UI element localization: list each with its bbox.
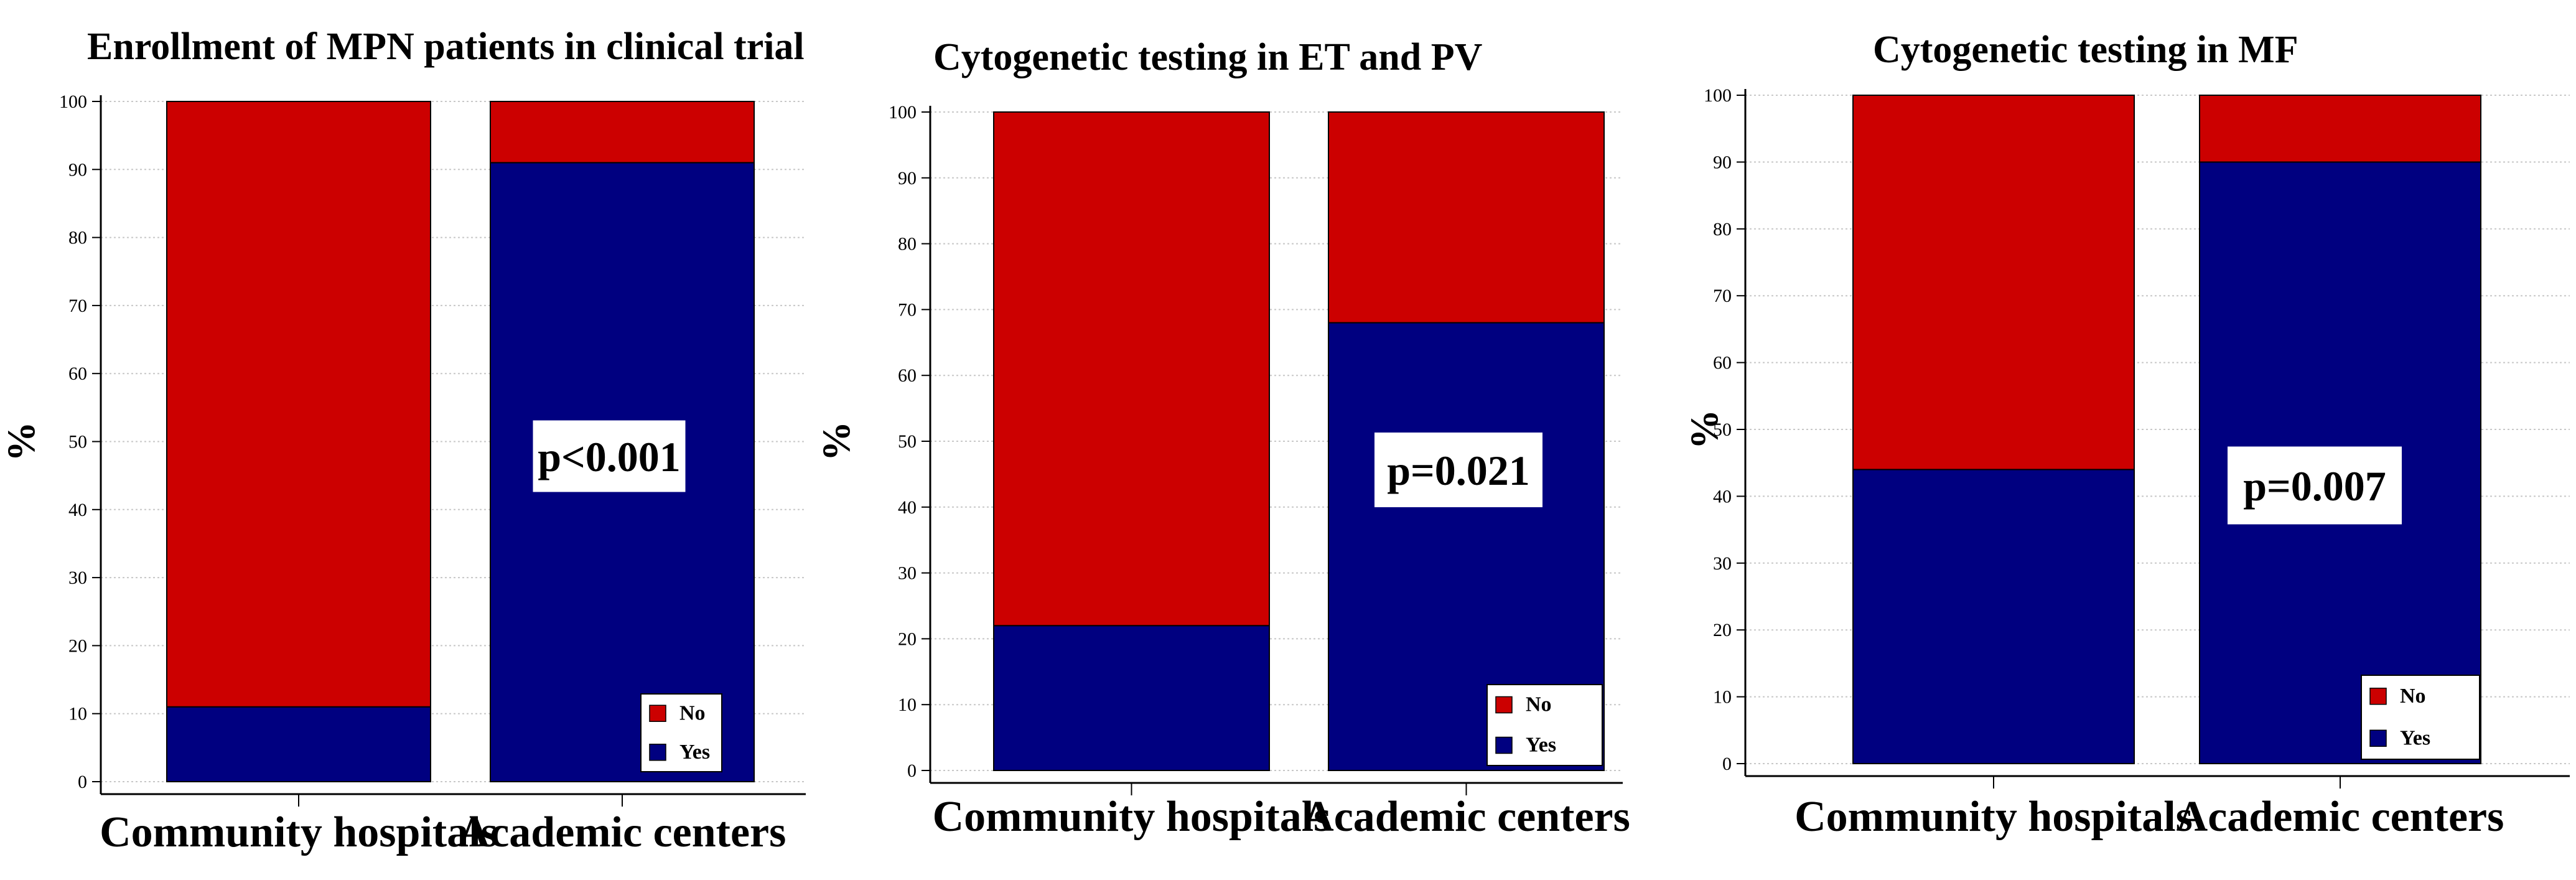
p-value-box <box>533 420 686 492</box>
y-axis-label: % <box>1682 410 1726 449</box>
y-tick-label: 50 <box>898 431 917 452</box>
legend-label-no: No <box>679 701 706 724</box>
y-tick-label: 0 <box>1722 754 1732 774</box>
legend-swatch-no <box>1495 696 1513 714</box>
y-tick-label: 70 <box>898 299 917 320</box>
y-tick-label: 70 <box>68 296 87 316</box>
x-tick-label: Community hospitals <box>1794 793 2193 841</box>
y-tick-label: 30 <box>68 568 87 588</box>
p-value-box <box>1374 433 1542 507</box>
legend-swatch-yes <box>2369 729 2387 747</box>
bar-segment-no <box>490 101 755 164</box>
y-tick-label: 80 <box>898 234 917 255</box>
bar-segment-yes <box>166 706 431 783</box>
y-tick-label: 90 <box>68 159 87 180</box>
chart-title: Cytogenetic testing in MF <box>1873 29 2298 71</box>
bar-segment-no <box>166 101 431 708</box>
x-tick-label: Community hospitals <box>933 793 1331 841</box>
y-tick-label: 40 <box>68 500 87 520</box>
y-tick-label: 40 <box>898 497 917 518</box>
p-value-label: p=0.021 <box>1387 447 1530 494</box>
y-tick-label: 50 <box>68 432 87 452</box>
y-tick-label: 10 <box>68 704 87 724</box>
chart-title: Cytogenetic testing in ET and PV <box>933 36 1483 78</box>
bar-segment-yes <box>993 625 1270 771</box>
legend-swatch-yes <box>1495 736 1513 754</box>
legend-swatch-no <box>2369 688 2387 705</box>
y-tick-label: 10 <box>898 695 917 715</box>
chart-panel-1: Enrollment of MPN patients in clinical t… <box>0 26 806 856</box>
y-tick-label: 100 <box>889 102 917 123</box>
y-tick-label: 50 <box>1713 419 1732 440</box>
y-axis-label: % <box>814 421 858 461</box>
p-value-label: p=0.007 <box>2243 462 2386 510</box>
legend-label-yes: Yes <box>2400 726 2430 749</box>
y-tick-label: 0 <box>78 772 87 792</box>
y-tick-label: 80 <box>1713 219 1732 240</box>
y-tick-label: 10 <box>1713 687 1732 708</box>
y-tick-label: 30 <box>1713 553 1732 574</box>
y-tick-label: 60 <box>1713 353 1732 373</box>
y-tick-label: 90 <box>1713 152 1732 172</box>
x-tick-label: Academic centers <box>2177 793 2504 841</box>
bar-segment-no <box>993 111 1270 627</box>
y-axis-label: % <box>0 422 43 462</box>
y-tick-label: 100 <box>59 91 87 112</box>
x-tick-label: Community hospitals <box>100 808 498 856</box>
y-tick-label: 0 <box>907 761 917 781</box>
y-tick-label: 20 <box>898 629 917 649</box>
y-tick-label: 60 <box>68 363 87 384</box>
legend-label-yes: Yes <box>679 741 710 764</box>
y-tick-label: 60 <box>898 365 917 386</box>
legend-swatch-no <box>649 704 666 722</box>
chart-panel-3: Cytogenetic testing in MF Community hospi… <box>1682 29 2570 841</box>
x-tick-label: Academic centers <box>1302 793 1630 841</box>
legend-swatch-yes <box>649 744 666 761</box>
x-tick-label: Academic centers <box>459 808 786 856</box>
bar-segment-no <box>1328 111 1605 324</box>
y-tick-label: 80 <box>68 228 87 248</box>
legend-label-no: No <box>2400 685 2426 708</box>
bar-segment-yes <box>1852 469 2135 764</box>
legend-label-no: No <box>1526 693 1552 716</box>
legend-label-yes: Yes <box>1526 734 1556 757</box>
chart-panel-2: Cytogenetic testing in ET and PV Communit… <box>814 36 1630 841</box>
p-value-label: p<0.001 <box>538 433 681 480</box>
bar-segment-no <box>2199 95 2481 163</box>
chart-title: Enrollment of MPN patients in clinical t… <box>87 26 805 68</box>
bar-segment-no <box>1852 95 2135 470</box>
y-tick-label: 90 <box>898 168 917 189</box>
y-tick-label: 70 <box>1713 286 1732 306</box>
p-value-box <box>2228 446 2402 525</box>
y-tick-label: 20 <box>68 635 87 656</box>
y-tick-label: 40 <box>1713 486 1732 507</box>
y-tick-label: 20 <box>1713 620 1732 640</box>
y-tick-label: 30 <box>898 563 917 584</box>
y-tick-label: 100 <box>1704 85 1732 106</box>
